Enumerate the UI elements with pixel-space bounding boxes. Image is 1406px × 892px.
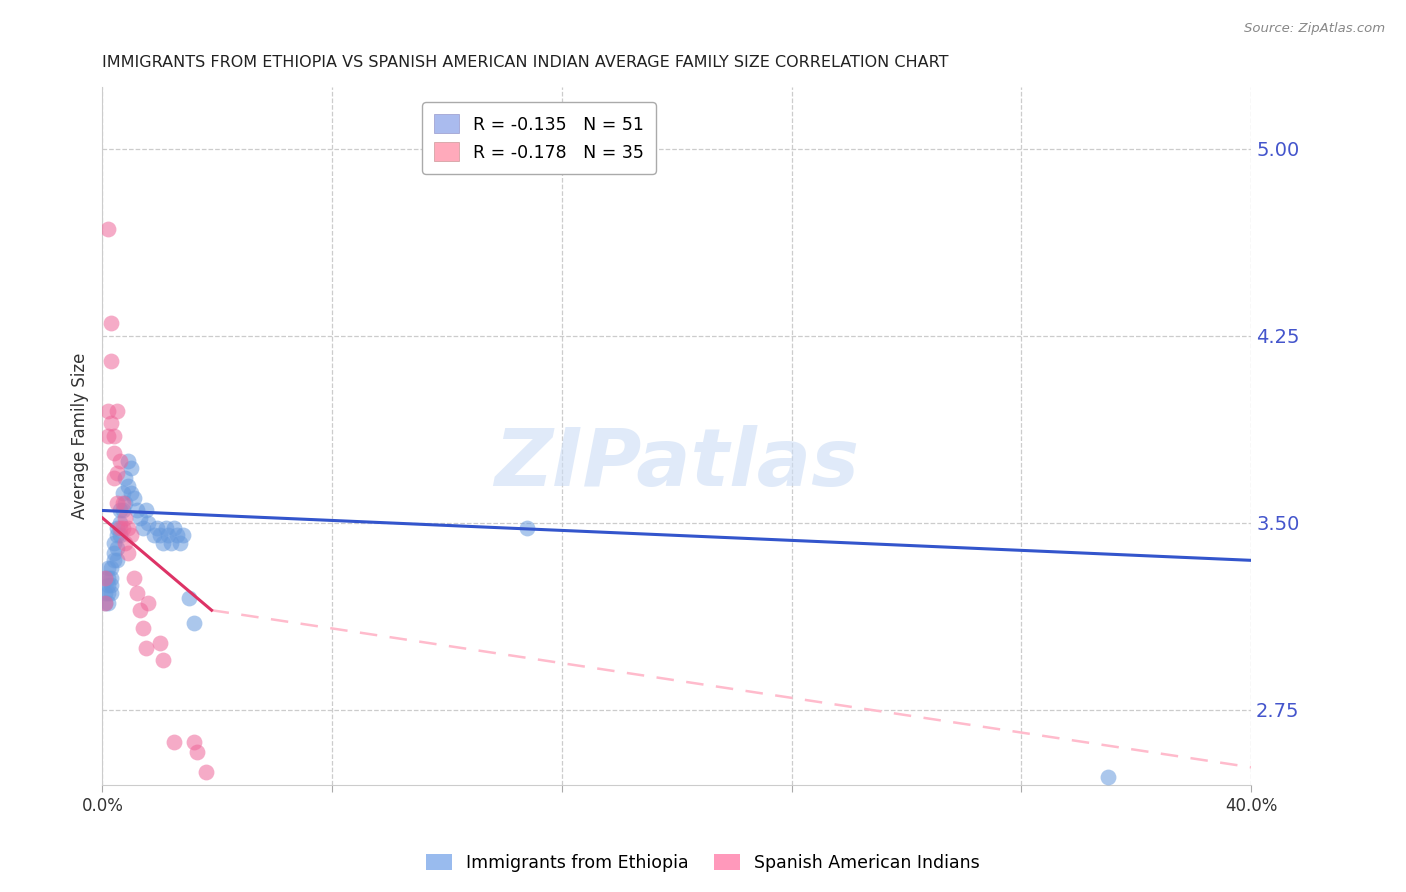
Point (134, 640, 156, 655)
Point (103, 553, 125, 567)
Point (157, 528, 180, 542)
Point (114, 536, 136, 550)
Point (166, 528, 188, 542)
Point (108, 528, 131, 542)
Point (128, 511, 150, 525)
Text: IMMIGRANTS FROM ETHIOPIA VS SPANISH AMERICAN INDIAN AVERAGE FAMILY SIZE CORRELAT: IMMIGRANTS FROM ETHIOPIA VS SPANISH AMER… (103, 55, 949, 70)
Point (172, 528, 194, 542)
Point (97, 561, 120, 575)
Point (114, 471, 136, 485)
Point (163, 735, 186, 749)
Point (160, 536, 183, 550)
Point (114, 511, 136, 525)
Point (111, 486, 134, 500)
Point (138, 596, 160, 610)
Point (125, 586, 148, 600)
Point (111, 521, 134, 535)
Point (120, 486, 142, 500)
Point (105, 521, 128, 535)
Point (149, 635, 172, 649)
Point (149, 528, 172, 542)
Legend: Immigrants from Ethiopia, Spanish American Indians: Immigrants from Ethiopia, Spanish Americ… (419, 847, 987, 879)
Point (105, 496, 128, 510)
Point (125, 503, 148, 517)
Point (108, 521, 131, 535)
Point (97, 428, 120, 442)
Point (105, 553, 128, 567)
Point (194, 765, 217, 780)
Point (97, 596, 120, 610)
Point (117, 521, 139, 535)
Point (183, 735, 205, 749)
Text: ZIPatlas: ZIPatlas (495, 425, 859, 502)
Point (97, 586, 120, 600)
Point (103, 446, 125, 460)
Point (97, 403, 120, 417)
Point (105, 541, 128, 555)
Point (131, 521, 153, 535)
Point (94, 571, 117, 585)
Point (97, 571, 120, 585)
Point (100, 578, 122, 592)
Point (108, 503, 131, 517)
Point (117, 453, 139, 467)
Point (177, 591, 200, 605)
Point (143, 528, 166, 542)
Point (108, 453, 131, 467)
Point (146, 521, 169, 535)
Point (100, 561, 122, 575)
Point (138, 516, 160, 530)
Point (131, 621, 153, 635)
Point (163, 521, 186, 535)
Point (100, 586, 122, 600)
Point (103, 428, 125, 442)
Point (169, 536, 191, 550)
Point (1097, 770, 1119, 784)
Point (100, 354, 122, 368)
Point (183, 615, 205, 630)
Point (103, 536, 125, 550)
Point (120, 461, 142, 475)
Point (94, 596, 117, 610)
Point (97, 578, 120, 592)
Text: Source: ZipAtlas.com: Source: ZipAtlas.com (1244, 22, 1385, 36)
Point (94, 596, 117, 610)
Point (94, 586, 117, 600)
Point (134, 503, 156, 517)
Point (100, 317, 122, 331)
Point (117, 478, 139, 492)
Point (105, 528, 128, 542)
Point (94, 571, 117, 585)
Point (103, 471, 125, 485)
Point (120, 528, 142, 542)
Point (122, 491, 145, 505)
Point (105, 403, 128, 417)
Point (128, 603, 150, 617)
Legend: R = -0.135   N = 51, R = -0.178   N = 35: R = -0.135 N = 51, R = -0.178 N = 35 (422, 103, 655, 174)
Point (122, 571, 145, 585)
Point (108, 516, 131, 530)
Point (152, 653, 174, 667)
Point (105, 466, 128, 480)
Point (152, 536, 174, 550)
Y-axis label: Average Family Size: Average Family Size (72, 352, 89, 519)
Point (103, 546, 125, 560)
Point (111, 496, 134, 510)
Point (97, 221, 120, 235)
Point (100, 571, 122, 585)
Point (516, 521, 538, 535)
Point (114, 496, 136, 510)
Point (155, 521, 177, 535)
Point (117, 546, 139, 560)
Point (111, 503, 134, 517)
Point (186, 745, 208, 759)
Point (100, 416, 122, 430)
